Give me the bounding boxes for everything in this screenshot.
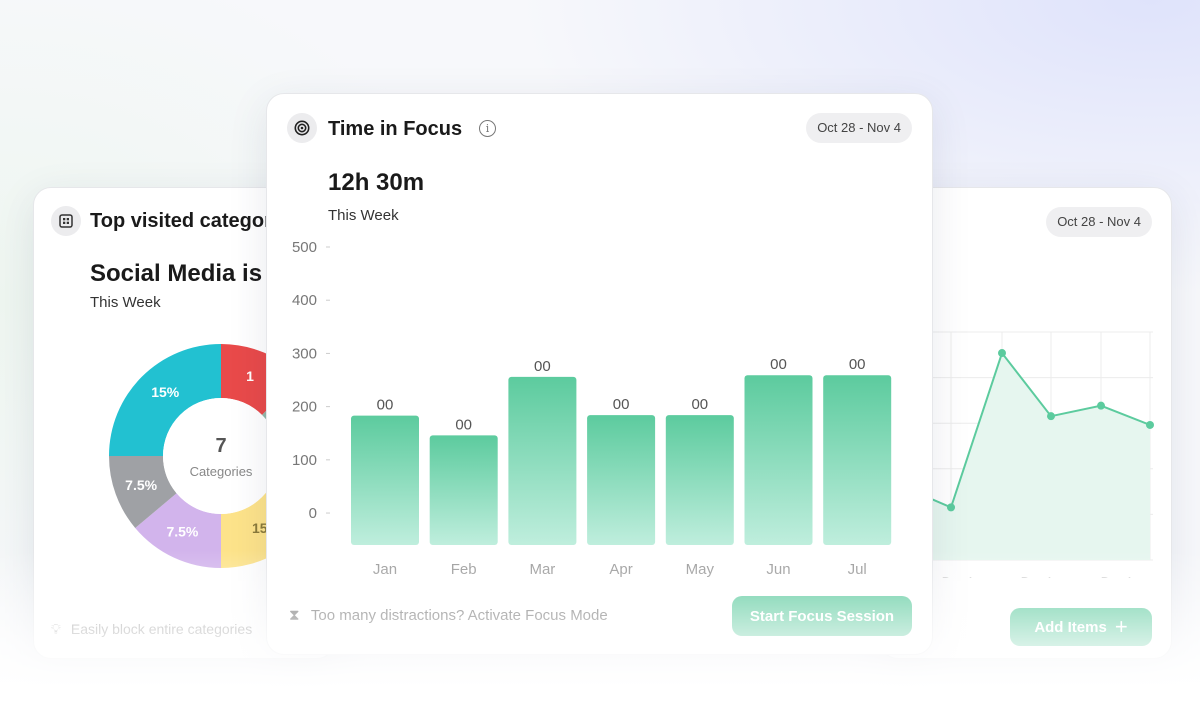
left-footer-text: Easily block entire categories (70, 621, 253, 637)
add-items-label: Add Items (1034, 618, 1107, 636)
x-axis-label: Day1 (942, 574, 975, 578)
bar-jan[interactable] (351, 415, 419, 545)
y-tick-label: 400 (292, 292, 317, 309)
date-range-pill[interactable]: Oct 28 - Nov 4 (806, 113, 912, 143)
categories-icon (51, 206, 81, 236)
data-point[interactable] (947, 503, 955, 512)
bar-value-label: 00 (455, 416, 472, 433)
y-tick-label: 0 (309, 505, 317, 522)
x-category-label: Jun (766, 561, 790, 578)
top-category-headline: Social Media is (90, 260, 263, 287)
date-range-pill[interactable]: Oct 28 - Nov 4 (1046, 207, 1152, 237)
bar-value-label: 00 (770, 356, 787, 373)
x-category-label: Jul (848, 561, 867, 578)
donut-center-label: Categories (190, 464, 253, 479)
bar-value-label: 00 (849, 356, 866, 373)
plus-icon: + (1114, 614, 1128, 639)
focus-footer: ⧗ Too many distractions? Activate Focus … (289, 607, 608, 624)
x-category-label: Feb (451, 561, 477, 578)
y-tick-label: 100 (292, 452, 317, 469)
data-point[interactable] (1146, 420, 1154, 429)
donut-segment-label: 7.5% (125, 477, 157, 493)
left-footer: 💡︎ Easily block entire categories (51, 621, 252, 638)
period-label: This Week (328, 207, 399, 224)
period-label: This Week (90, 294, 161, 311)
donut-center-value: 7 (215, 435, 226, 457)
card-title: Top visited categories (90, 210, 300, 232)
bar-apr[interactable] (587, 415, 656, 545)
x-category-label: May (686, 561, 715, 578)
bar-jul[interactable] (823, 375, 892, 545)
donut-segment-label: 7.5% (166, 524, 198, 540)
donut-segment[interactable] (109, 344, 221, 456)
x-axis-label: Day1 (1101, 574, 1134, 578)
lightbulb-icon: 💡︎ (51, 621, 61, 637)
focus-footer-text: Too many distractions? Activate Focus Mo… (310, 607, 608, 624)
card-title: Time in Focus (328, 118, 463, 140)
bar-may[interactable] (665, 415, 734, 545)
data-point[interactable] (1047, 412, 1055, 421)
focus-bar-chart: 500400300200100000Jan00Feb00Mar00Apr00Ma… (292, 239, 892, 578)
x-category-label: Apr (609, 561, 632, 578)
bar-value-label: 00 (691, 396, 708, 413)
bar-value-label: 00 (377, 397, 394, 414)
data-point[interactable] (1097, 401, 1105, 410)
x-axis-label: Day1 (1021, 574, 1054, 578)
time-in-focus-card: Time in Focus i Oct 28 - Nov 4 12h 30m T… (266, 93, 933, 655)
info-icon[interactable]: i (479, 120, 496, 137)
data-point[interactable] (998, 349, 1006, 358)
start-focus-session-button[interactable]: Start Focus Session (732, 596, 912, 636)
y-tick-label: 300 (292, 345, 317, 362)
bar-feb[interactable] (429, 435, 498, 545)
donut-segment-label: 15% (151, 384, 180, 400)
x-category-label: Jan (373, 561, 397, 578)
area-fill (902, 353, 1150, 560)
bar-value-label: 00 (534, 358, 551, 375)
donut-segment[interactable] (135, 493, 221, 568)
hourglass-icon: ⧗ (289, 607, 300, 624)
total-focus-time: 12h 30m (328, 169, 425, 196)
trend-line (901, 350, 1151, 509)
focus-target-icon (287, 113, 317, 143)
donut-segment-label: 1 (246, 368, 254, 384)
x-category-label: Mar (529, 561, 555, 578)
y-tick-label: 200 (292, 399, 317, 416)
add-items-button[interactable]: Add Items + (1010, 608, 1152, 646)
y-tick-label: 500 (292, 239, 317, 256)
bar-value-label: 00 (613, 396, 630, 413)
bar-mar[interactable] (508, 376, 577, 545)
bar-jun[interactable] (744, 375, 813, 545)
donut-segment[interactable] (109, 456, 177, 528)
donut-hole (163, 398, 279, 514)
